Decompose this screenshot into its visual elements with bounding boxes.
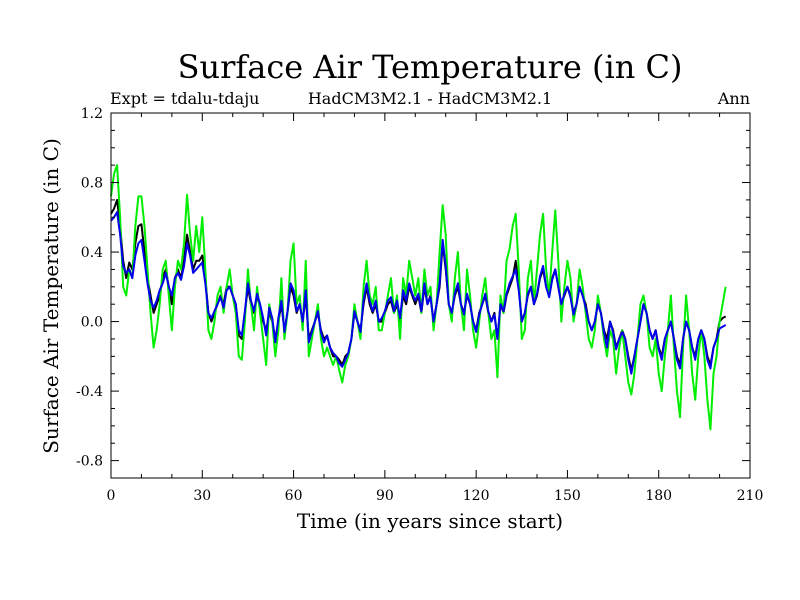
chart-title: Surface Air Temperature (in C) <box>178 48 683 86</box>
x-tick-label: 210 <box>737 488 764 504</box>
x-tick-label: 60 <box>285 488 303 504</box>
y-tick-label: 0.8 <box>81 176 103 192</box>
y-tick-label: 0.4 <box>81 245 103 261</box>
y-tick-label: -0.4 <box>76 384 103 400</box>
period-label: Ann <box>717 89 750 108</box>
y-tick-label: 0.0 <box>81 315 103 331</box>
x-tick-label: 90 <box>376 488 394 504</box>
series-layer <box>110 164 727 431</box>
y-tick-label: 1.2 <box>81 106 103 122</box>
plot-frame <box>110 112 751 479</box>
series-line-green <box>110 164 727 431</box>
x-tick-label: 180 <box>645 488 672 504</box>
x-tick-label: 30 <box>193 488 211 504</box>
y-axis-label: Surface Air Temperature (in C) <box>39 138 63 454</box>
series-line-blue <box>110 211 727 375</box>
experiment-label: Expt = tdalu-tdaju <box>110 89 259 108</box>
x-tick-label: 120 <box>463 488 490 504</box>
x-tick-label: 0 <box>107 488 116 504</box>
tick-label-layer: 0 30 60 90 120 150 180 210 -0.8 -0.4 0.0 0.4 0.8 1.2 <box>76 106 763 504</box>
model-label: HadCM3M2.1 - HadCM3M2.1 <box>308 89 552 108</box>
x-axis-label: Time (in years since start) <box>297 509 563 533</box>
y-tick-label: -0.8 <box>76 454 103 470</box>
x-tick-label: 150 <box>554 488 581 504</box>
